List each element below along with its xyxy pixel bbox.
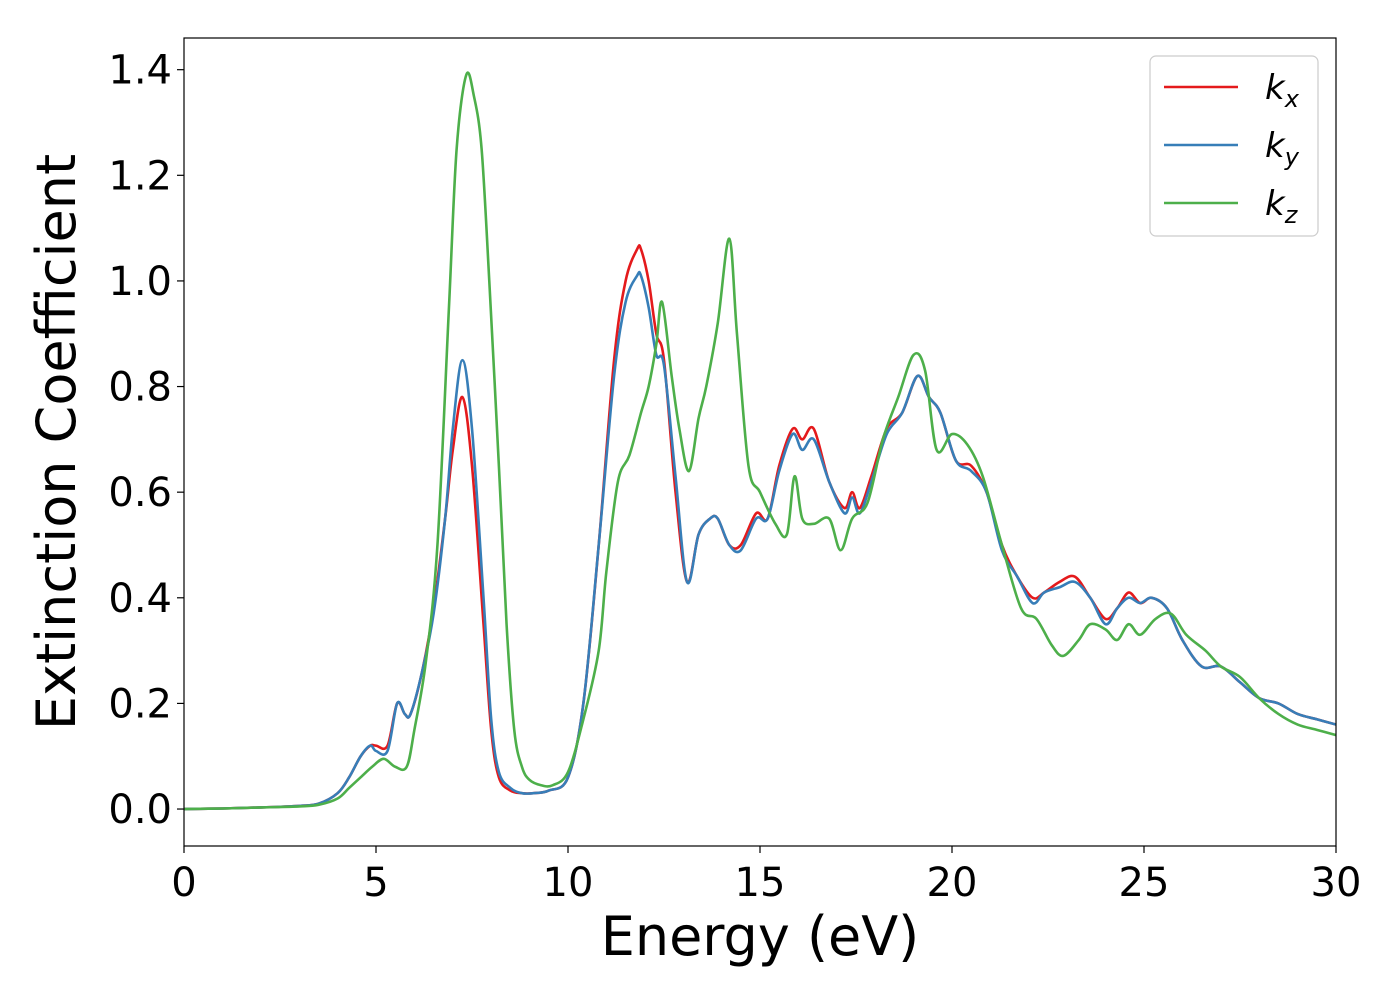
x-axis-title: Energy (eV) [601, 905, 920, 968]
legend: kx ky kz [1149, 55, 1319, 237]
y-tick-label: 0.0 [108, 787, 172, 833]
legend-label-y: ky [1265, 126, 1300, 171]
series-layer [184, 71, 1336, 811]
y-tick-label: 1.2 [108, 153, 172, 199]
x-axis: 0 5 10 15 20 25 30 [171, 846, 1361, 906]
legend-label-x: kx [1265, 68, 1300, 113]
y-tick-label: 0.6 [108, 470, 172, 516]
y-axis-title: Extinction Coefficient [25, 154, 88, 730]
x-tick-label: 10 [543, 860, 594, 906]
x-tick-label: 0 [171, 860, 196, 906]
y-tick-label: 0.2 [108, 681, 172, 727]
y-tick-label: 1.0 [108, 259, 172, 305]
x-tick-label: 20 [927, 860, 978, 906]
x-tick-label: 15 [735, 860, 786, 906]
x-tick-label: 30 [1311, 860, 1362, 906]
y-tick-label: 0.8 [108, 365, 172, 411]
y-tick-label: 1.4 [108, 48, 172, 94]
x-tick-label: 5 [363, 860, 388, 906]
y-axis: 0.0 0.2 0.4 0.6 0.8 1.0 1.2 1.4 [108, 48, 184, 833]
series-line-z [184, 71, 1336, 811]
legend-label-z: kz [1265, 184, 1299, 229]
x-tick-label: 25 [1119, 860, 1170, 906]
y-tick-label: 0.4 [108, 576, 172, 622]
